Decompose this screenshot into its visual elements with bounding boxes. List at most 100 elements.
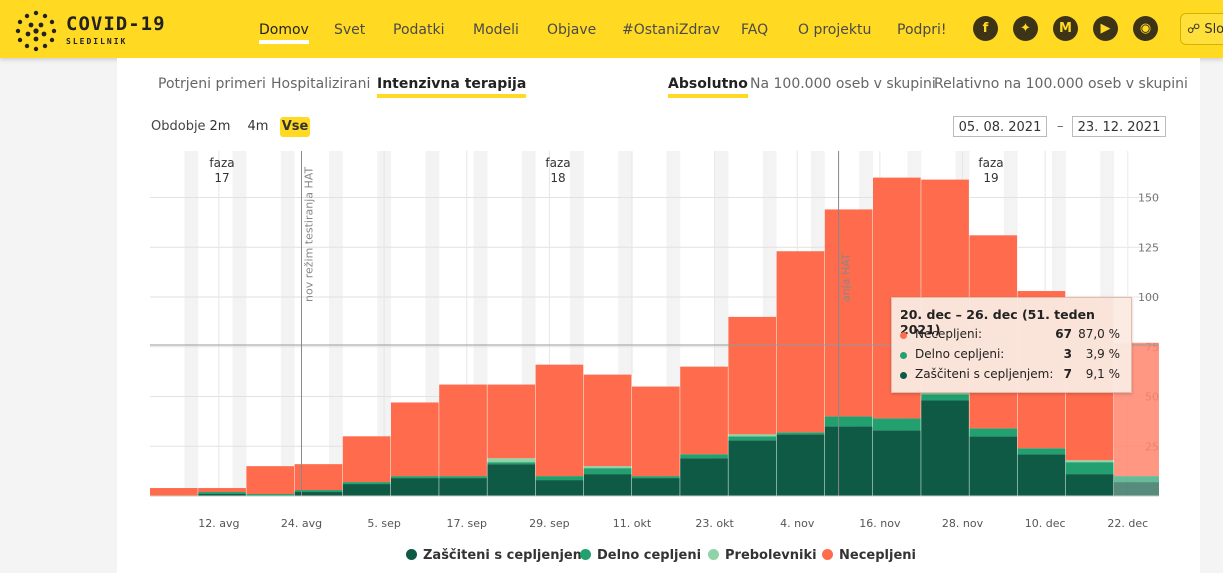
tab-intenzivna-terapija[interactable]: Intenzivna terapija bbox=[377, 75, 527, 98]
period-label: Obdobje bbox=[151, 119, 206, 134]
x-tick-label: 5. sep bbox=[367, 517, 400, 530]
language-label: Slo bbox=[1204, 22, 1223, 37]
bar-segment bbox=[1017, 448, 1066, 455]
bar-segment bbox=[583, 374, 632, 467]
brand-title[interactable]: COVID-19 bbox=[66, 13, 166, 35]
weekend-stripe bbox=[625, 151, 632, 496]
github-icon[interactable]: ◉ bbox=[1133, 16, 1158, 41]
bar-segment bbox=[873, 418, 922, 431]
bar-segment bbox=[535, 476, 584, 481]
tooltip-value: 7 bbox=[1063, 367, 1072, 381]
x-tick-label: 12. avg bbox=[198, 517, 239, 530]
tab-na-100000[interactable]: Na 100.000 oseb v skupini bbox=[750, 76, 936, 92]
nav-domov[interactable]: Domov bbox=[259, 22, 309, 44]
x-tick-label: 29. sep bbox=[529, 517, 569, 530]
globe-icon: ☍ bbox=[1187, 22, 1201, 37]
tab-hospitalizirani[interactable]: Hospitalizirani bbox=[271, 76, 371, 92]
tab-absolutno[interactable]: Absolutno bbox=[668, 75, 748, 98]
bar-segment bbox=[728, 440, 777, 496]
legend-dot bbox=[822, 549, 833, 560]
phase-label: faza bbox=[209, 156, 234, 170]
tooltip-percent: 3,9 % bbox=[1085, 347, 1120, 361]
bar-segment bbox=[535, 480, 584, 496]
bar-segment bbox=[921, 392, 970, 395]
nav-o-projektu[interactable]: O projektu bbox=[798, 22, 872, 38]
nav-modeli[interactable]: Modeli bbox=[473, 22, 519, 38]
logo-icon[interactable] bbox=[14, 9, 58, 53]
legend-zasciteni[interactable]: Zaščiteni s cepljenjem bbox=[406, 548, 586, 563]
bar-segment bbox=[728, 316, 777, 435]
bar-segment bbox=[583, 474, 632, 496]
bar-segment bbox=[294, 464, 343, 491]
nav-svet[interactable]: Svet bbox=[334, 22, 366, 38]
tooltip-label: Delno cepljeni: bbox=[915, 347, 1005, 361]
bar-segment bbox=[776, 432, 825, 435]
tab-relativno[interactable]: Relativno na 100.000 oseb v skupini bbox=[934, 76, 1188, 92]
weekend-stripe bbox=[570, 151, 577, 496]
legend-necepljeni[interactable]: Necepljeni bbox=[822, 548, 916, 563]
legend-label: Necepljeni bbox=[839, 548, 916, 563]
bar-segment bbox=[632, 476, 681, 479]
tooltip-value: 67 bbox=[1055, 327, 1072, 341]
facebook-icon[interactable]: f bbox=[973, 16, 998, 41]
legend-delno-cepljeni[interactable]: Delno cepljeni bbox=[580, 548, 701, 563]
bar-segment bbox=[342, 484, 391, 496]
bar-segment bbox=[680, 366, 729, 455]
legend-prebolevniki[interactable]: Prebolevniki bbox=[708, 548, 817, 563]
tooltip-percent: 87,0 % bbox=[1078, 327, 1120, 341]
date-from-input[interactable]: 05. 08. 2021 bbox=[953, 116, 1047, 137]
brand-subtitle: SLEDILNIK bbox=[66, 37, 128, 46]
weekend-stripe bbox=[618, 151, 626, 496]
weekend-stripe bbox=[191, 151, 199, 496]
bar-segment bbox=[1065, 462, 1114, 475]
x-tick-label: 16. nov bbox=[859, 517, 901, 530]
top-navbar: COVID-19 SLEDILNIK Domov Svet Podatki Mo… bbox=[0, 0, 1223, 58]
nav-objave[interactable]: Objave bbox=[547, 22, 597, 38]
phase-number: 18 bbox=[550, 171, 565, 185]
twitter-icon[interactable]: ✦ bbox=[1013, 16, 1038, 41]
youtube-icon[interactable]: ▶ bbox=[1093, 16, 1118, 41]
bar-segment bbox=[921, 394, 970, 401]
bar-segment bbox=[680, 458, 729, 496]
weekend-stripe bbox=[384, 151, 391, 496]
tab-potrjeni-primeri[interactable]: Potrjeni primeri bbox=[158, 76, 266, 92]
period-2m-button[interactable]: 2m bbox=[209, 119, 231, 134]
tooltip-title: 20. dec – 26. dec (51. teden 2021) bbox=[900, 307, 1095, 337]
bar-segment bbox=[873, 430, 922, 496]
bar-segment bbox=[632, 386, 681, 477]
tooltip-dot bbox=[900, 352, 907, 359]
nav-faq[interactable]: FAQ bbox=[741, 22, 769, 38]
weekend-stripe bbox=[239, 151, 247, 496]
bar-segment bbox=[728, 436, 777, 441]
weekend-stripe bbox=[666, 151, 674, 496]
nav-podpri[interactable]: Podpri! bbox=[897, 22, 947, 38]
legend-label: Delno cepljeni bbox=[597, 548, 702, 563]
annotation-label: anja HAT bbox=[840, 253, 853, 302]
weekend-stripe bbox=[480, 151, 488, 496]
phase-label: faza bbox=[545, 156, 570, 170]
bar-segment bbox=[680, 454, 729, 459]
x-tick-label: 11. okt bbox=[613, 517, 652, 530]
x-tick-label: 4. nov bbox=[780, 517, 815, 530]
bar-segment bbox=[583, 468, 632, 475]
period-vse-button[interactable]: Vse bbox=[280, 117, 310, 137]
nav-podatki[interactable]: Podatki bbox=[393, 22, 445, 38]
date-to-input[interactable]: 23. 12. 2021 bbox=[1072, 116, 1166, 137]
period-4m-button[interactable]: 4m bbox=[247, 119, 269, 134]
bar-segment bbox=[1065, 474, 1114, 496]
x-tick-label: 24. avg bbox=[281, 517, 322, 530]
legend-label: Prebolevniki bbox=[725, 548, 817, 563]
weekend-stripe bbox=[184, 151, 192, 496]
phase-number: 17 bbox=[214, 171, 229, 185]
nav-ostanizdrav[interactable]: #OstaniZdrav bbox=[622, 22, 720, 38]
bar-segment bbox=[294, 492, 343, 496]
bar-segment bbox=[150, 488, 199, 496]
medium-icon[interactable]: M bbox=[1053, 16, 1078, 41]
tooltip-value: 3 bbox=[1063, 347, 1072, 361]
bar-segment bbox=[294, 490, 343, 493]
tooltip-label: Zaščiteni s cepljenjem: bbox=[915, 367, 1054, 381]
language-selector[interactable]: ☍ Slo bbox=[1180, 13, 1223, 45]
bar-segment bbox=[776, 434, 825, 496]
weekend-stripe bbox=[714, 151, 722, 496]
